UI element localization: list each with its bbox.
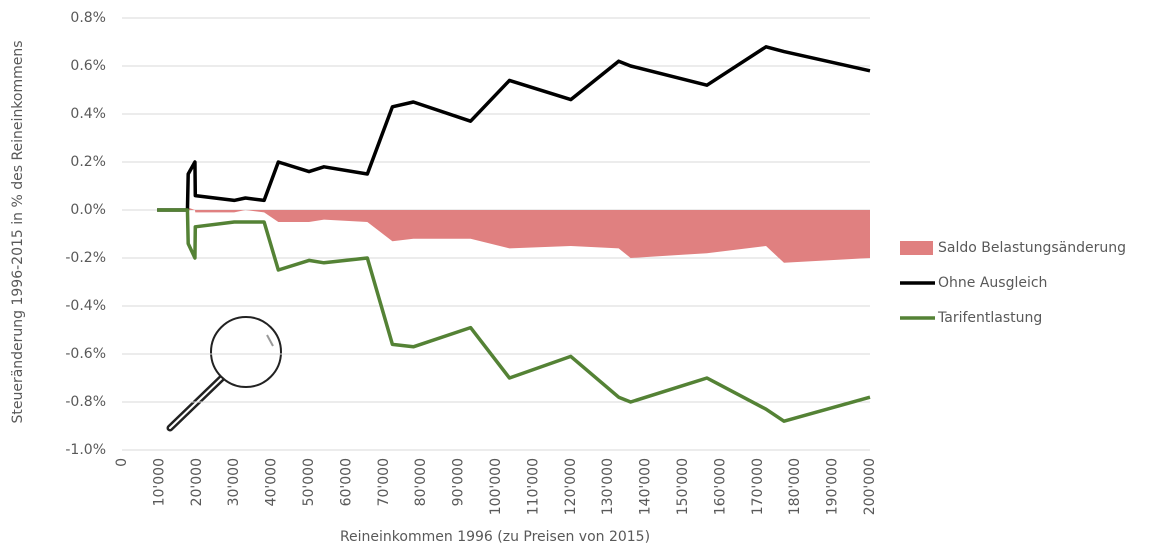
x-tick-label: 180'000 [787,458,803,515]
x-tick-label: 150'000 [675,458,691,515]
y-tick-label: -0.4% [65,298,106,314]
magnifier-icon [166,316,282,432]
x-tick-label: 10'000 [151,458,167,506]
y-tick-label: 0.8% [70,10,106,26]
x-tick-label: 100'000 [488,458,504,515]
x-tick-label: 190'000 [825,458,841,515]
y-axis-title: Steueränderung 1996-2015 in % des Reinei… [10,40,26,423]
legend-item: Tarifentlastung [900,310,1042,326]
line [157,208,871,423]
y-tick-label: -1.0% [65,442,106,458]
x-tick-label: 120'000 [563,458,579,515]
y-tick-label: -0.2% [65,250,106,266]
x-tick-label: 200'000 [862,458,878,515]
y-tick-label: 0.0% [70,202,106,218]
legend-item: Ohne Ausgleich [900,275,1047,291]
y-tick-label: -0.6% [65,346,106,362]
x-tick-label: 140'000 [638,458,654,515]
x-tick-label: 0 [114,458,130,467]
x-tick-label: 20'000 [189,458,205,506]
x-tick-label: 90'000 [451,458,467,506]
x-axis-title: Reineinkommen 1996 (zu Preisen von 2015) [340,529,650,545]
x-tick-label: 30'000 [226,458,242,506]
y-tick-label: 0.6% [70,58,106,74]
y-tick-label: -0.8% [65,394,106,410]
x-tick-label: 170'000 [750,458,766,515]
legend-label: Tarifentlastung [937,310,1042,326]
x-tick-label: 80'000 [413,458,429,506]
x-tick-label: 70'000 [376,458,392,506]
legend-label: Saldo Belastungsänderung [938,240,1126,256]
x-tick-label: 60'000 [338,458,354,506]
y-tick-label: 0.2% [70,154,106,170]
y-tick-label: 0.4% [70,106,106,122]
x-tick-label: 40'000 [264,458,280,506]
area [157,207,870,263]
x-tick-label: 160'000 [712,458,728,515]
legend-label: Ohne Ausgleich [938,275,1047,291]
legend-item: Saldo Belastungsänderung [900,240,1126,256]
x-tick-label: 110'000 [525,458,541,515]
x-tick-label: 50'000 [301,458,317,506]
legend-swatch [900,241,933,255]
x-tick-label: 130'000 [600,458,616,515]
line [157,45,871,212]
